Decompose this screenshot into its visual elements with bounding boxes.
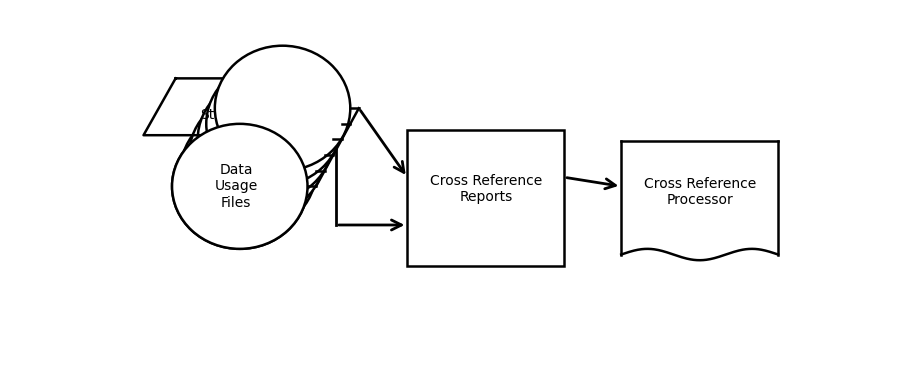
Text: Cross Reference
Reports: Cross Reference Reports <box>429 174 541 204</box>
Text: Cross Reference
Processor: Cross Reference Processor <box>642 177 755 207</box>
Bar <box>407 130 563 266</box>
Ellipse shape <box>215 46 350 171</box>
Ellipse shape <box>189 93 324 218</box>
Text: Control
Statements: Control Statements <box>199 92 279 122</box>
Text: Data
Usage
Files: Data Usage Files <box>214 163 257 210</box>
Ellipse shape <box>172 124 307 249</box>
Ellipse shape <box>206 61 341 186</box>
Ellipse shape <box>180 108 316 233</box>
Ellipse shape <box>198 77 333 202</box>
Ellipse shape <box>172 124 307 249</box>
